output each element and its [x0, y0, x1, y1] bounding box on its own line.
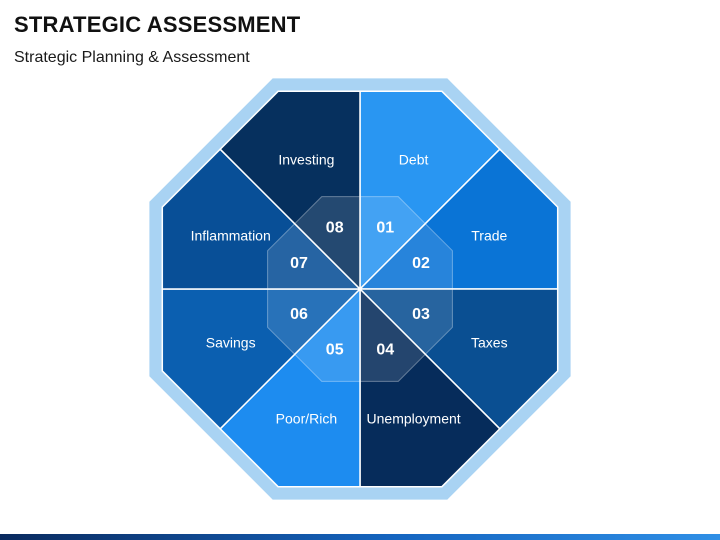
segment-label-03: Taxes [471, 335, 508, 351]
slide-subtitle: Strategic Planning & Assessment [14, 49, 250, 66]
bottom-accent-bar [0, 534, 720, 540]
segment-08 [219, 90, 361, 291]
inner-ring-segment-01 [359, 196, 427, 291]
segment-number-08: 08 [326, 220, 344, 237]
segment-number-07: 07 [290, 255, 308, 272]
inner-ring-segment-08 [293, 196, 361, 291]
segment-number-05: 05 [326, 342, 344, 359]
inner-ring-segment-07 [267, 222, 362, 290]
segment-label-06: Savings [206, 335, 256, 351]
inner-ring-segment-06 [267, 288, 362, 356]
inner-ring-segment-05 [293, 287, 361, 382]
segment-number-04: 04 [376, 342, 394, 359]
segment-label-07: Inflammation [191, 227, 271, 243]
segment-number-02: 02 [412, 255, 430, 272]
inner-octagon-ring [267, 196, 453, 382]
inner-ring-segment-02 [358, 222, 453, 290]
inner-ring-segment-03 [358, 288, 453, 356]
segment-label-02: Trade [471, 227, 507, 243]
segment-label-08: Investing [278, 152, 334, 168]
inner-ring-segment-04 [359, 287, 427, 382]
slide-title: STRATEGIC ASSESSMENT [14, 12, 301, 37]
segment-labels: Debt 01 Trade 02 Taxes 03 Unemployment 04 Poor/R… [191, 152, 508, 427]
segment-number-06: 06 [290, 306, 308, 323]
segment-number-01: 01 [376, 220, 394, 237]
segment-label-04: Unemployment [367, 410, 461, 426]
segment-label-01: Debt [399, 152, 429, 168]
segment-label-05: Poor/Rich [276, 410, 337, 426]
octagon-segments [161, 90, 559, 488]
segment-number-03: 03 [412, 306, 430, 323]
